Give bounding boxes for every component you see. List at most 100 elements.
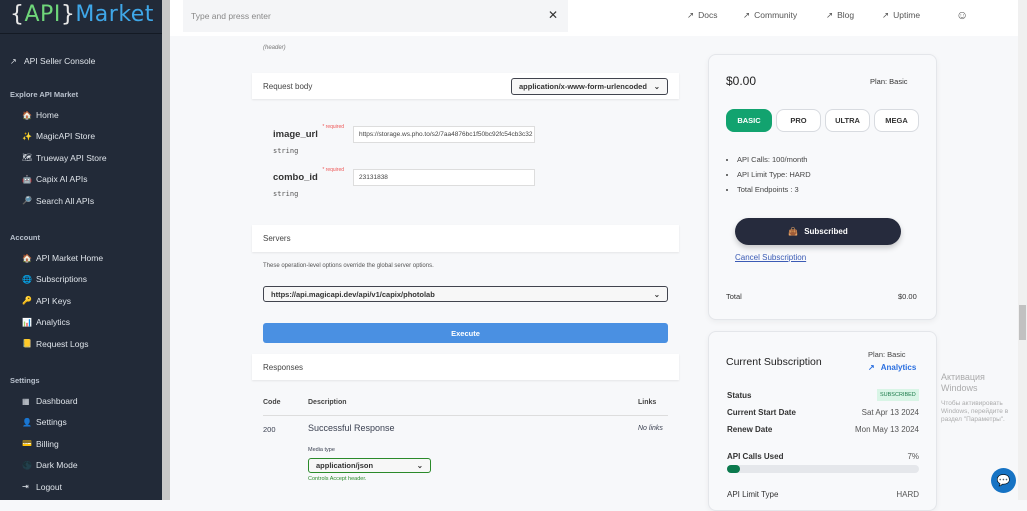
label: Billing (36, 438, 59, 449)
combo-id-input[interactable]: 23131838 (353, 169, 535, 186)
scrollbar-thumb[interactable] (1019, 305, 1026, 340)
sidebar-item-trueway-api-store[interactable]: 🗺 Trueway API Store (22, 153, 107, 163)
logo-brace: { (10, 2, 25, 27)
label: Trueway API Store (36, 152, 107, 163)
external-link-icon: ↗ (882, 10, 890, 20)
col-links: Links (638, 399, 657, 406)
external-link-icon: ↗ (10, 56, 17, 66)
user-icon[interactable]: ☺ (956, 8, 969, 22)
start-date-label: Current Start Date (727, 408, 796, 417)
label: Docs (698, 10, 718, 20)
server-select[interactable]: https://api.magicapi.dev/api/v1/capix/ph… (263, 286, 668, 302)
nav-blog[interactable]: ↗ Blog (826, 10, 854, 21)
sidebar-item-subscriptions[interactable]: 🌐 Subscriptions (22, 274, 87, 284)
nav-docs[interactable]: ↗ Docs (687, 10, 718, 21)
logo-brace: } (60, 2, 76, 27)
price: $0.00 (726, 74, 757, 88)
label: Community (754, 10, 798, 20)
required-marker: * required (322, 167, 345, 173)
windows-watermark-text: Чтобы активировать Windows, перейдите в … (941, 400, 1009, 424)
sidebar-item-analytics[interactable]: 📊 Analytics (22, 317, 70, 327)
plan-basic-button[interactable]: BASIC (726, 109, 772, 132)
moon-icon: 🌑 (22, 460, 32, 470)
sidebar-item-capix-ai-apis[interactable]: 🤖 Capix AI APIs (22, 174, 88, 184)
label: Uptime (893, 10, 921, 20)
chevron-down-icon: ⌄ (416, 461, 423, 470)
sidebar-item-settings[interactable]: 👤 Settings (22, 417, 67, 427)
servers-header: Servers (252, 225, 679, 252)
field-name: combo_id (273, 172, 318, 183)
label: Home (36, 110, 59, 120)
header-note: (header) (263, 45, 286, 51)
label: Search All APIs (36, 195, 95, 206)
sidebar-item-search-all-apis[interactable]: 🔎 Search All APIs (22, 196, 94, 206)
sidebar-section-title: Account (10, 233, 40, 242)
sparkle-icon: ✨ (22, 131, 32, 141)
limit-type-label: API Limit Type (727, 490, 779, 499)
request-body-header: Request body application/x-www-form-urle… (252, 73, 679, 99)
external-link-icon: ↗ (868, 363, 875, 372)
sidebar-item-api-keys[interactable]: 🔑 API Keys (22, 296, 71, 306)
field-image-url: image_url * required string (273, 124, 344, 155)
field-type: string (273, 147, 299, 155)
selected-value: https://api.magicapi.dev/api/v1/capix/ph… (271, 289, 435, 299)
sidebar-item-dark-mode[interactable]: 🌑 Dark Mode (22, 460, 78, 470)
chat-icon[interactable]: 💬 (991, 468, 1016, 493)
sidebar-item-dashboard[interactable]: ▦ Dashboard (22, 396, 78, 406)
sidebar-item-logout[interactable]: ⇥ Logout (22, 482, 62, 492)
card-icon: 💳 (22, 439, 32, 449)
feature-list: API Calls: 100/month API Limit Type: HAR… (737, 152, 811, 197)
servers-title: Servers (263, 234, 291, 243)
external-link-icon: ↗ (743, 10, 751, 20)
sidebar-item-home[interactable]: 🏠 Home (22, 110, 59, 120)
nav-uptime[interactable]: ↗ Uptime (882, 10, 920, 21)
windows-watermark-title: Активация Windows (941, 372, 985, 394)
field-combo-id: combo_id * required string (273, 167, 344, 198)
selected-value: application/json (316, 461, 374, 470)
subscription-title: Current Subscription (726, 356, 822, 368)
label: API Seller Console (24, 56, 96, 66)
label: Analytics (880, 363, 917, 372)
shopping-bag-icon: 👜 (788, 227, 799, 236)
chart-icon: 📊 (22, 317, 32, 327)
plan-pro-button[interactable]: PRO (776, 109, 821, 132)
plan-label: Plan: Basic (870, 77, 908, 86)
content-type-select[interactable]: application/x-www-form-urlencoded ⌄ (511, 77, 668, 95)
cancel-subscription-link[interactable]: Cancel Subscription (735, 253, 807, 262)
api-calls-value: 7% (907, 452, 919, 461)
user-icon: 👤 (22, 417, 32, 427)
magnifier-icon: 🔎 (22, 196, 32, 206)
execute-button[interactable]: Execute (263, 323, 668, 343)
sidebar-scrollbar[interactable] (162, 0, 170, 500)
logo[interactable]: {API}Market (10, 2, 154, 27)
feature-item: Total Endpoints : 3 (737, 182, 811, 197)
image-url-input[interactable]: https://storage.ws.pho.to/s2/7aa4876bc1f… (353, 126, 535, 143)
subscribed-button[interactable]: 👜 Subscribed (735, 218, 901, 245)
plan-ultra-button[interactable]: ULTRA (825, 109, 870, 132)
col-code: Code (263, 399, 281, 406)
media-type-select[interactable]: application/json ⌄ (308, 458, 431, 473)
nav-community[interactable]: ↗ Community (743, 10, 797, 21)
logo-api: API (24, 2, 61, 27)
request-body-title: Request body (263, 81, 313, 91)
sidebar-item-api-market-home[interactable]: 🏠 API Market Home (22, 253, 103, 263)
external-link-icon: ↗ (826, 10, 834, 20)
start-date-value: Sat Apr 13 2024 (861, 408, 919, 417)
label: Subscribed (804, 227, 848, 236)
close-icon[interactable]: ✕ (547, 8, 558, 22)
robot-icon: 🤖 (22, 174, 32, 184)
responses-title: Responses (263, 362, 304, 372)
plan-mega-button[interactable]: MEGA (874, 109, 919, 132)
sidebar-item-billing[interactable]: 💳 Billing (22, 439, 59, 449)
sidebar-item-request-logs[interactable]: 📒 Request Logs (22, 339, 88, 349)
limit-type-value: HARD (896, 490, 919, 499)
analytics-link[interactable]: ↗ Analytics (868, 363, 916, 372)
response-description: Successful Response (308, 423, 395, 433)
api-calls-label: API Calls Used (727, 452, 784, 461)
search-input[interactable]: Type and press enter ✕ (183, 0, 568, 32)
sidebar-item-seller-console[interactable]: ↗ API Seller Console (10, 56, 95, 66)
logout-icon: ⇥ (22, 482, 29, 492)
subscription-plan: Plan: Basic (868, 350, 906, 359)
sidebar-item-magicapi-store[interactable]: ✨ MagicAPI Store (22, 131, 95, 141)
page-scrollbar[interactable] (1018, 0, 1027, 500)
